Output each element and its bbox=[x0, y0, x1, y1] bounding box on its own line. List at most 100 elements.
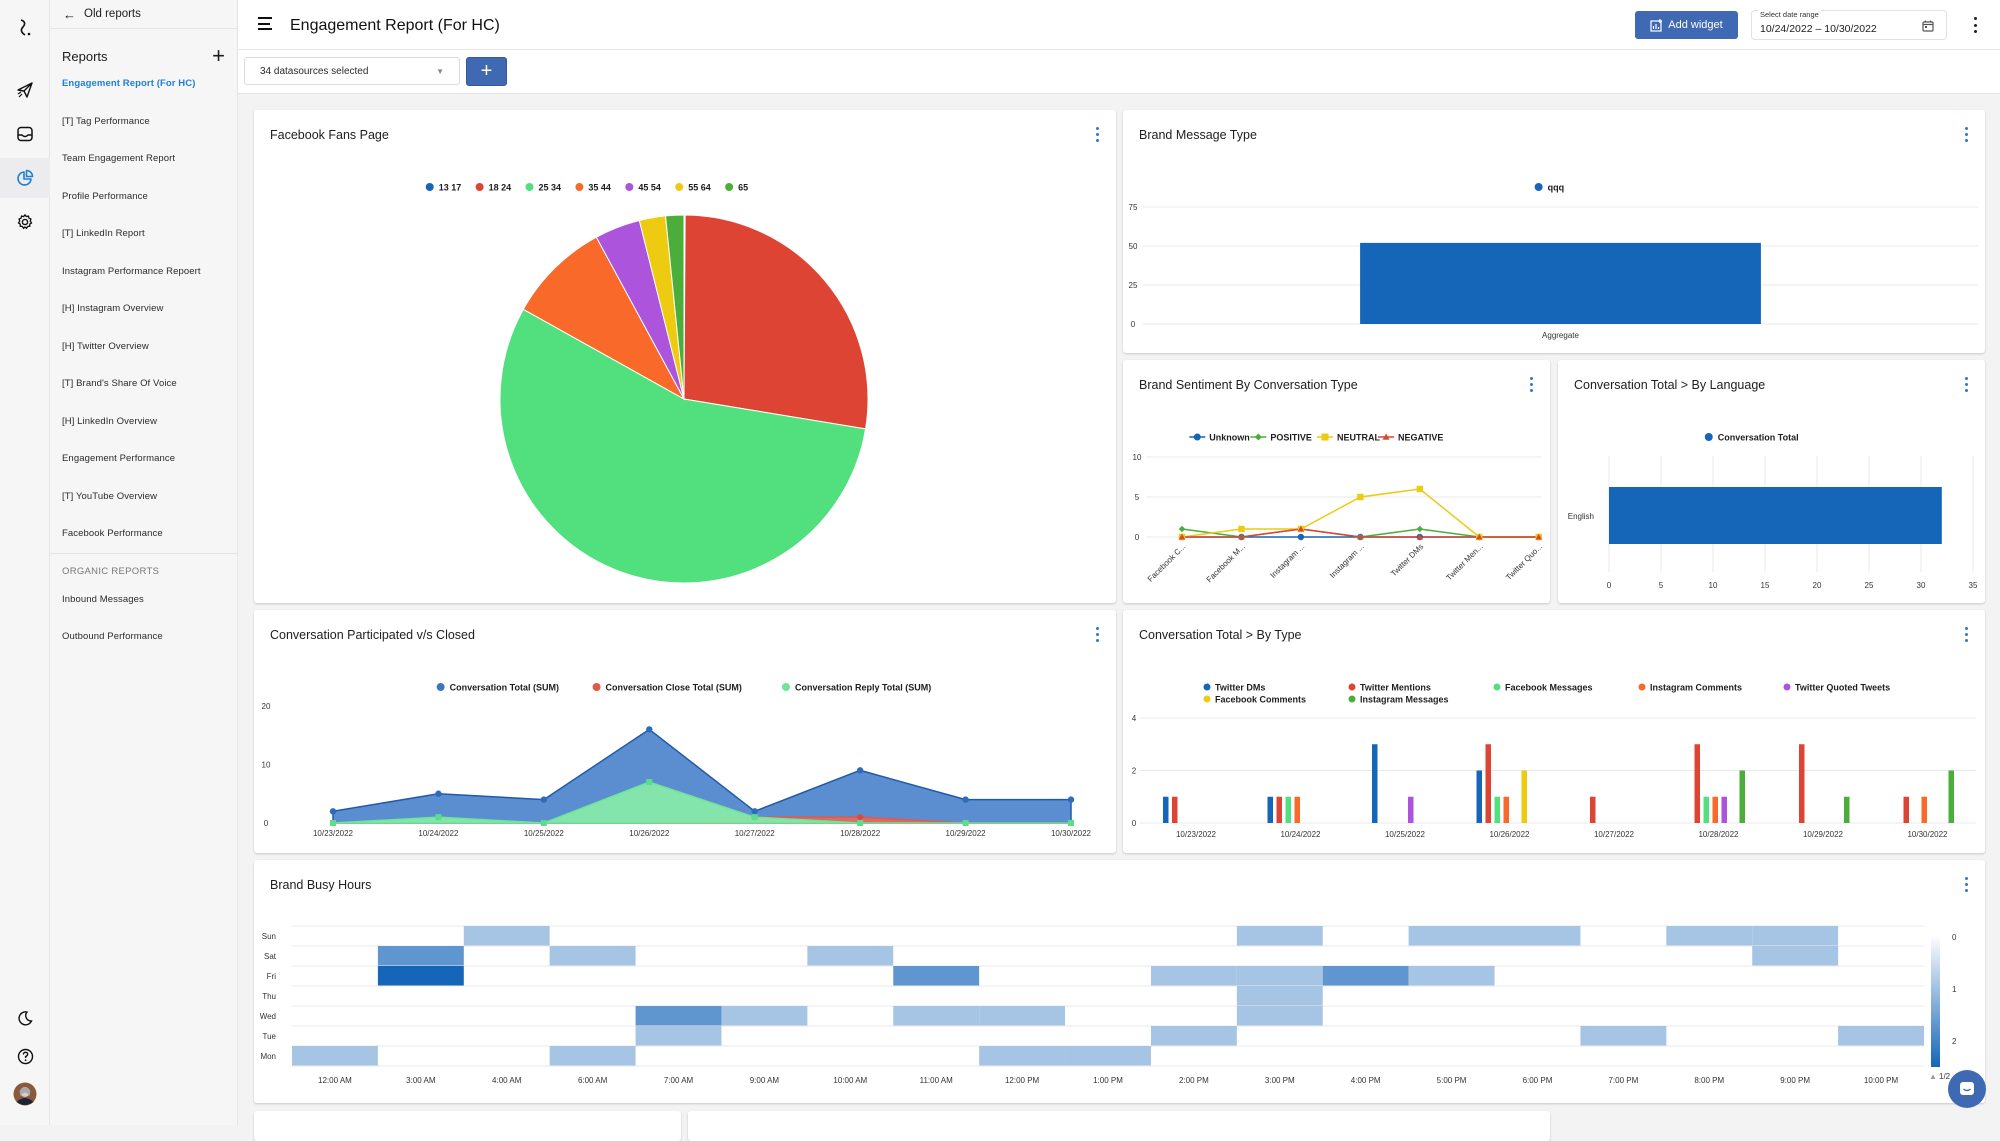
color-legend-label: 1 bbox=[1952, 985, 1957, 994]
legend-marker bbox=[625, 183, 634, 191]
y-tick-label: 10 bbox=[1133, 453, 1142, 462]
y-tick-label: 2 bbox=[1132, 767, 1137, 776]
sidebar-item-t-tag-performance[interactable]: [T] Tag Performance bbox=[62, 115, 150, 127]
widget-menu-icon[interactable] bbox=[1090, 624, 1104, 644]
legend-marker bbox=[525, 183, 534, 191]
legend-label: Conversation Close Total (SUM) bbox=[606, 683, 742, 693]
sidebar-item-outbound-performance[interactable]: Outbound Performance bbox=[62, 631, 163, 643]
data-point bbox=[1535, 533, 1542, 540]
x-tick-label: 2:00 PM bbox=[1179, 1076, 1209, 1085]
heatmap-cell bbox=[1408, 926, 1495, 946]
widget-menu-icon[interactable] bbox=[1090, 124, 1104, 144]
help-icon[interactable] bbox=[0, 1036, 50, 1076]
x-tick-label: 10/26/2022 bbox=[629, 829, 670, 838]
heatmap-cell bbox=[721, 1006, 808, 1026]
legend-marker bbox=[1348, 683, 1356, 691]
chat-support-button[interactable] bbox=[1948, 1070, 1986, 1108]
sidebar-item-profile-performance[interactable]: Profile Performance bbox=[62, 190, 148, 202]
data-point bbox=[1382, 433, 1390, 440]
gear-icon[interactable] bbox=[0, 202, 50, 242]
legend-label: Conversation Total (SUM) bbox=[450, 683, 559, 693]
x-tick-label: 9:00 AM bbox=[750, 1076, 780, 1085]
sidebar-item-t-brand-s-share-of-voice[interactable]: [T] Brand's Share Of Voice bbox=[62, 378, 177, 390]
add-datasource-button[interactable]: + bbox=[466, 57, 507, 86]
widget-menu-icon[interactable] bbox=[1959, 624, 1973, 644]
widget-menu-icon[interactable] bbox=[1959, 124, 1973, 144]
sidebar-item-t-youtube-overview[interactable]: [T] YouTube Overview bbox=[62, 490, 158, 502]
widget-brand-sentiment: Brand Sentiment By Conversation Type Unk… bbox=[1123, 360, 1550, 603]
add-report-icon[interactable]: + bbox=[212, 43, 225, 68]
calendar-icon[interactable] bbox=[1922, 20, 1934, 32]
heatmap-cell bbox=[1236, 966, 1323, 986]
sidebar-item-inbound-messages[interactable]: Inbound Messages bbox=[62, 593, 144, 605]
x-tick-label: 35 bbox=[1969, 581, 1978, 590]
data-point bbox=[1416, 525, 1424, 533]
sidebar-item-engagement-report-for-hc[interactable]: Engagement Report (For HC) bbox=[62, 78, 196, 90]
heatmap-cell bbox=[549, 946, 636, 966]
legend-label: Instagram Comments bbox=[1650, 683, 1742, 693]
bar-twitter-mentions bbox=[1485, 744, 1491, 823]
sidebar-item-instagram-performance-repoert[interactable]: Instagram Performance Repoert bbox=[62, 265, 201, 277]
widget-menu-icon[interactable] bbox=[1959, 374, 1973, 394]
data-point bbox=[1193, 433, 1201, 441]
data-point bbox=[962, 796, 969, 803]
legend-marker bbox=[425, 183, 434, 191]
x-tick-label: 20 bbox=[1813, 581, 1822, 590]
data-point bbox=[1321, 433, 1329, 441]
heatmap-cell bbox=[1236, 926, 1323, 946]
heatmap-cell bbox=[1150, 1026, 1237, 1046]
legend-marker bbox=[592, 683, 601, 691]
x-tick-label: 1:00 PM bbox=[1093, 1076, 1123, 1085]
logo-icon[interactable] bbox=[0, 8, 50, 48]
data-point bbox=[1297, 533, 1305, 541]
legend-marker bbox=[1704, 433, 1713, 441]
sidebar-item-engagement-performance[interactable]: Engagement Performance bbox=[62, 453, 176, 465]
data-point bbox=[1476, 533, 1483, 540]
widget-menu-icon[interactable] bbox=[1524, 374, 1538, 394]
horizontal-bar-chart: Conversation Total 0 5 10 15 20 25 30 35 English bbox=[1568, 433, 1978, 591]
legend-label: POSITIVE bbox=[1270, 433, 1312, 443]
sidebar-item-h-instagram-overview[interactable]: [H] Instagram Overview bbox=[62, 303, 164, 315]
hamburger-menu-icon[interactable] bbox=[258, 17, 274, 31]
widget-title: Brand Sentiment By Conversation Type bbox=[1139, 378, 1358, 392]
bar-twitter-dms bbox=[1267, 796, 1273, 823]
reports-sidebar: ← Old reports Reports + Engagement Repor… bbox=[50, 0, 238, 1125]
x-tick-label: 4:00 PM bbox=[1351, 1076, 1381, 1085]
sidebar-item-team-engagement-report[interactable]: Team Engagement Report bbox=[62, 153, 176, 165]
avatar[interactable] bbox=[0, 1074, 50, 1114]
legend-marker bbox=[675, 183, 684, 191]
bar-twitter-mentions bbox=[1172, 796, 1178, 823]
bar-twitter-quoted-tweets bbox=[1408, 796, 1414, 823]
inbox-icon[interactable] bbox=[0, 114, 50, 154]
datasources-select[interactable]: 34 datasources selected ▼ bbox=[244, 57, 460, 85]
bar bbox=[1609, 487, 1942, 544]
data-point bbox=[329, 808, 337, 815]
x-tick-label: 10/30/2022 bbox=[1051, 829, 1092, 838]
legend-label: Conversation Reply Total (SUM) bbox=[795, 683, 931, 693]
data-point bbox=[857, 814, 864, 821]
widget-title: Brand Busy Hours bbox=[270, 878, 372, 892]
y-tick-label: Mon bbox=[260, 1052, 276, 1061]
icon-rail bbox=[0, 0, 50, 1125]
widget-conversation-participated: Conversation Participated v/s Closed Con… bbox=[254, 610, 1116, 853]
legend-label: 18 24 bbox=[489, 183, 512, 193]
moon-icon[interactable] bbox=[0, 998, 50, 1038]
y-tick-label: 0 bbox=[1131, 320, 1136, 329]
sidebar-item-t-linkedin-report[interactable]: [T] LinkedIn Report bbox=[62, 228, 145, 240]
pie-chart-icon[interactable] bbox=[0, 158, 50, 198]
sidebar-item-h-twitter-overview[interactable]: [H] Twitter Overview bbox=[62, 340, 149, 352]
x-tick-label: 11:00 AM bbox=[920, 1076, 954, 1085]
old-reports-link[interactable]: ← Old reports bbox=[50, 0, 237, 29]
add-widget-button[interactable]: Add widget bbox=[1635, 11, 1738, 39]
paper-plane-icon[interactable] bbox=[0, 70, 50, 110]
date-range-picker[interactable]: Select date range 10/24/2022 – 10/30/202… bbox=[1751, 10, 1947, 40]
sidebar-item-h-linkedin-overview[interactable]: [H] LinkedIn Overview bbox=[62, 415, 158, 427]
heatmap-cell bbox=[377, 966, 464, 986]
sidebar-item-facebook-performance[interactable]: Facebook Performance bbox=[62, 528, 163, 540]
more-options-icon[interactable] bbox=[1972, 17, 1978, 33]
header-bar: Engagement Report (For HC) Add widget Se… bbox=[238, 0, 2000, 50]
widget-menu-icon[interactable] bbox=[1959, 874, 1973, 894]
arrow-left-icon: ← bbox=[63, 6, 76, 22]
widget-title: Facebook Fans Page bbox=[270, 128, 389, 142]
x-tick-label: Facebook M... bbox=[1205, 542, 1247, 584]
